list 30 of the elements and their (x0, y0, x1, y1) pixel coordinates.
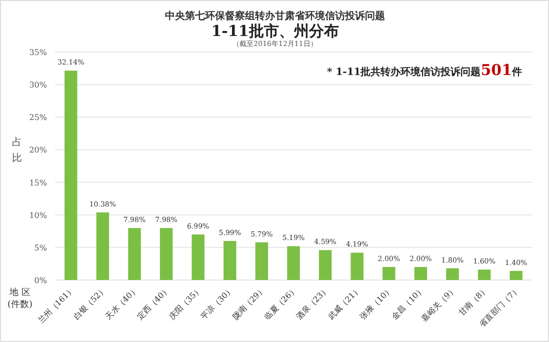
bar (224, 240, 236, 280)
bar (318, 250, 332, 280)
bar (64, 70, 78, 280)
bar (255, 242, 268, 280)
bar (128, 228, 141, 280)
chart-title: 中央第七环保督察组转办甘肃省环境信访投诉问题 (165, 10, 385, 22)
y-tick-label: 20% (29, 146, 48, 155)
bar (96, 212, 110, 280)
y-tick-label: 25% (29, 113, 48, 122)
chart-subtitle: 1-11批市、州分布 (211, 22, 339, 40)
bar (160, 228, 173, 280)
y-tick-label: 35% (29, 48, 48, 57)
annotation: * 1-11批共转办环境信访投诉问题501件 (327, 61, 522, 79)
x-tick-label: 张掖（10） (358, 285, 394, 322)
y-tick-label: 30% (29, 80, 48, 90)
bar (510, 270, 522, 280)
y-tick-label: 15% (29, 178, 48, 188)
bar (382, 266, 396, 280)
x-axis-title: 地 区 (件数) (7, 287, 33, 310)
y-tick-label: 5% (34, 243, 48, 252)
bar (446, 268, 459, 280)
bar (478, 270, 491, 280)
bar (350, 252, 364, 280)
bar (192, 234, 204, 280)
bar (414, 266, 428, 280)
y-tick-label: 10% (29, 210, 48, 220)
y-axis-title: 占比 (12, 136, 22, 164)
y-tick-label: 0% (34, 276, 48, 285)
bar (287, 246, 300, 280)
x-tick-label: 嘉峪关（9） (420, 285, 458, 324)
